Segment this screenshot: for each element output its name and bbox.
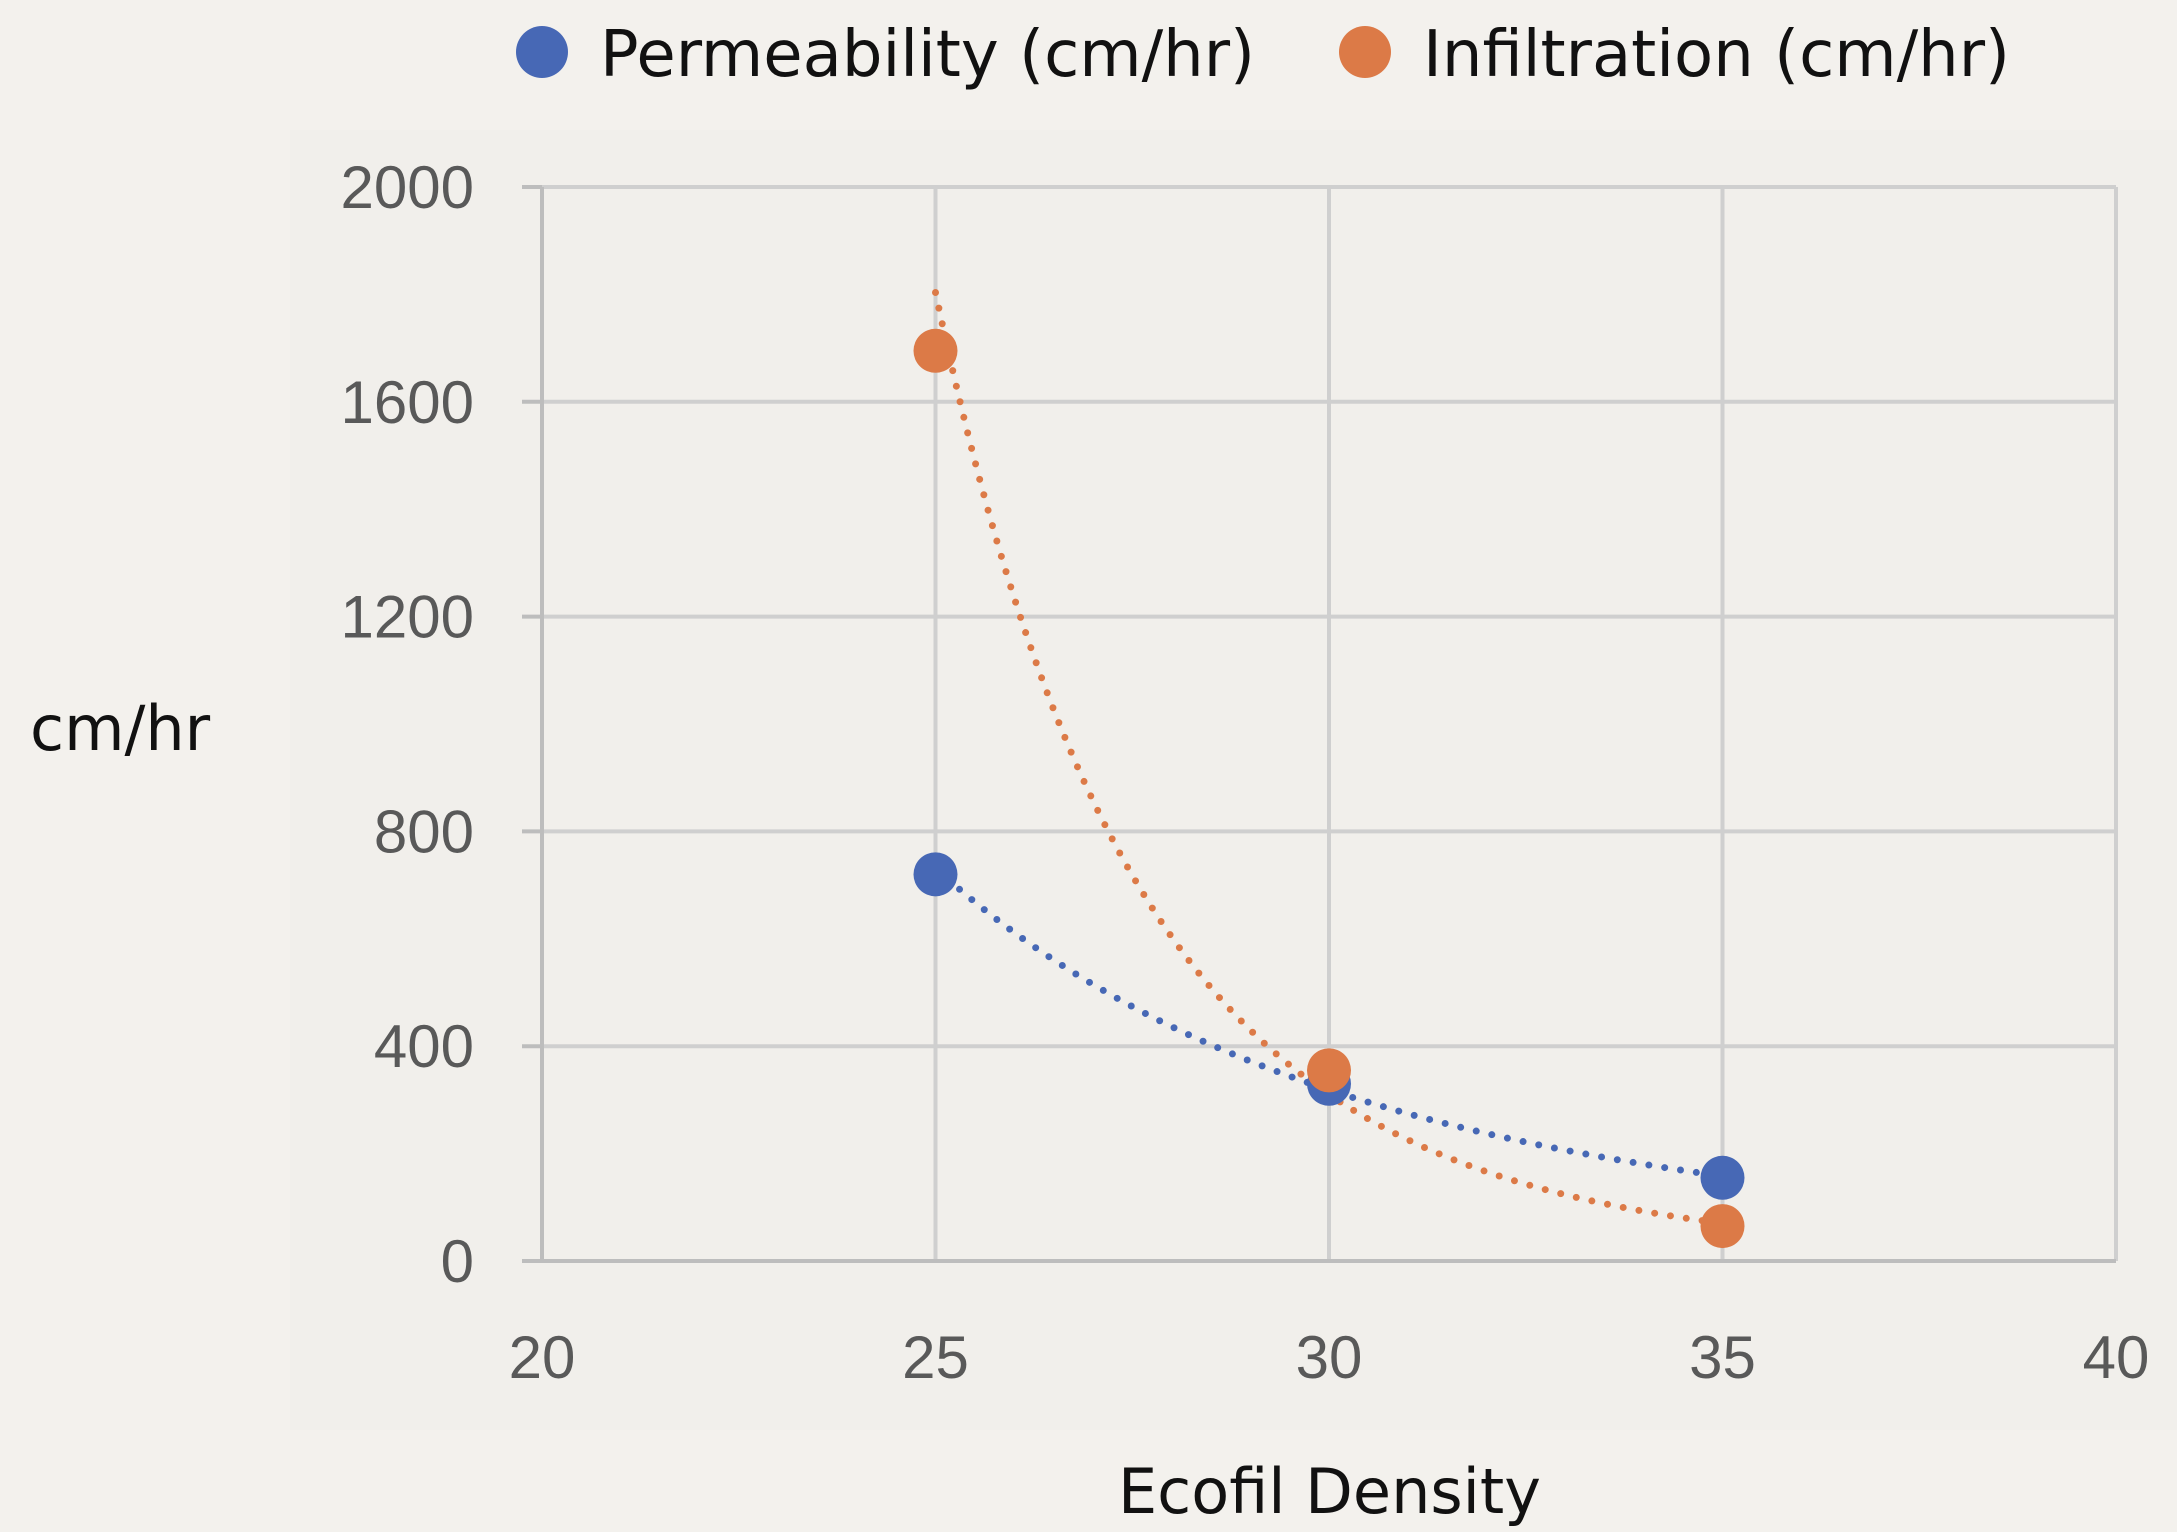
legend-marker-permeability: [516, 26, 568, 78]
data-point-series-1: [1307, 1048, 1351, 1093]
x-tick-label: 30: [1296, 1324, 1363, 1391]
legend-label-infiltration: Infiltration (cm/hr): [1423, 18, 2010, 92]
y-tick-label: 400: [374, 1013, 474, 1080]
x-tick-label: 35: [1689, 1324, 1756, 1391]
tick-labels: 0 400 800 1200 1600 2000 20 25 30 35 40: [341, 154, 2150, 1391]
x-axis-title: Ecofil Density: [1118, 1455, 1541, 1528]
y-tick-label: 1600: [341, 369, 474, 436]
data-points: [913, 328, 1745, 1249]
y-tick-label: 2000: [341, 154, 474, 221]
x-tick-label: 25: [902, 1324, 969, 1391]
y-tick-label: 0: [441, 1228, 474, 1295]
legend-marker-infiltration: [1339, 26, 1391, 78]
data-point-series-1: [1700, 1204, 1745, 1249]
y-tick-label: 800: [374, 798, 474, 865]
data-point-series-1: [913, 328, 958, 373]
legend-item-infiltration: Infiltration (cm/hr): [1339, 18, 2010, 92]
data-point-series-0: [1700, 1155, 1745, 1200]
legend-label-permeability: Permeability (cm/hr): [600, 18, 1255, 92]
legend-item-permeability: Permeability (cm/hr): [516, 18, 1255, 92]
y-tick-label: 1200: [341, 584, 474, 651]
x-tick-label: 20: [509, 1324, 576, 1391]
y-axis-title: cm/hr: [30, 692, 211, 765]
axes: [522, 185, 2116, 1263]
x-tick-label: 40: [2083, 1324, 2150, 1391]
plot-area-background: [290, 130, 2177, 1430]
data-point-series-0: [913, 852, 958, 897]
legend: Permeability (cm/hr) Infiltration (cm/hr…: [516, 18, 2010, 92]
